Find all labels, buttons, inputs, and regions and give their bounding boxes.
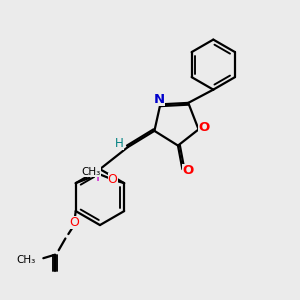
Text: CH₃: CH₃: [82, 167, 101, 177]
Text: CH₃: CH₃: [16, 255, 35, 265]
Text: O: O: [198, 122, 209, 134]
Text: O: O: [69, 216, 79, 229]
Text: N: N: [154, 93, 165, 106]
Text: I: I: [95, 170, 99, 184]
Text: O: O: [182, 164, 193, 177]
Text: H: H: [115, 137, 124, 150]
Text: O: O: [108, 172, 118, 185]
